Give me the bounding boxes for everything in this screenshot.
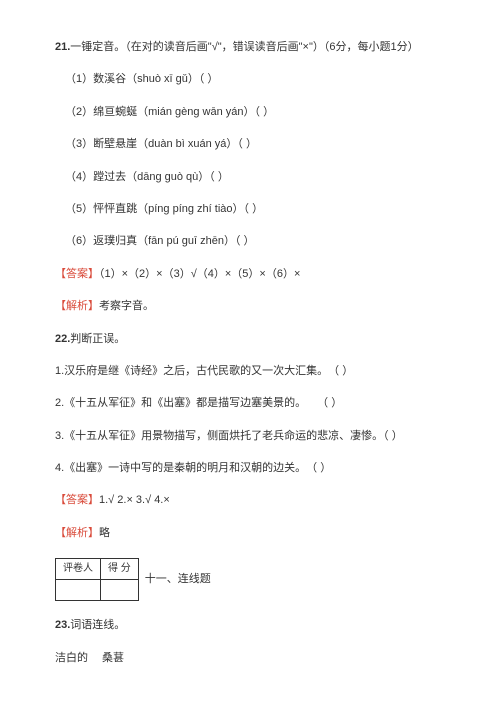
q23-text: 洁白的 桑葚	[55, 651, 445, 666]
q22-item: 1.汉乐府是继《诗经》之后，古代民歌的又一次大汇集。 （ ）	[55, 364, 445, 379]
q22-item: 4.《出塞》一诗中写的是秦朝的明月和汉朝的边关。 （ ）	[55, 461, 445, 476]
q21-item: （3）断壁悬崖（duàn bì xuán yá）（ ）	[55, 137, 445, 152]
q22-title: 22.判断正误。	[55, 332, 445, 347]
q21-item: （5）怦怦直跳（píng píng zhí tiào）（ ）	[55, 202, 445, 217]
q23-title: 23.词语连线。	[55, 618, 445, 633]
q21-item: （2）绵亘蜿蜒（mián gèng wān yán）（ ）	[55, 105, 445, 120]
q21-answer: 【答案】（1）×（2）×（3）√（4）×（5）×（6）×	[55, 267, 445, 282]
q21-item: （6）返璞归真（fān pú guī zhēn）（ ）	[55, 234, 445, 249]
q22-answer: 【答案】1.√ 2.× 3.√ 4.×	[55, 493, 445, 508]
scorer-table: 评卷人得 分	[55, 558, 139, 601]
q22-item: 2.《十五从军征》和《出塞》都是描写边塞美景的。 （ ）	[55, 396, 445, 411]
q21-item: （4）蹚过去（dāng guò qù）（ ）	[55, 170, 445, 185]
q21-title: 21.一锤定音。（在对的读音后画"√"，错误读音后画"×"）（6分，每小题1分）	[55, 40, 445, 55]
section-header: 评卷人得 分 十一、连线题	[55, 558, 445, 601]
q21-item: （1）数溪谷（shuò xī gǔ）（ ）	[55, 72, 445, 87]
q22-explain: 【解析】略	[55, 526, 445, 541]
q21-explain: 【解析】考察字音。	[55, 299, 445, 314]
q22-item: 3.《十五从军征》用景物描写，侧面烘托了老兵命运的悲凉、凄惨。（ ）	[55, 429, 445, 444]
